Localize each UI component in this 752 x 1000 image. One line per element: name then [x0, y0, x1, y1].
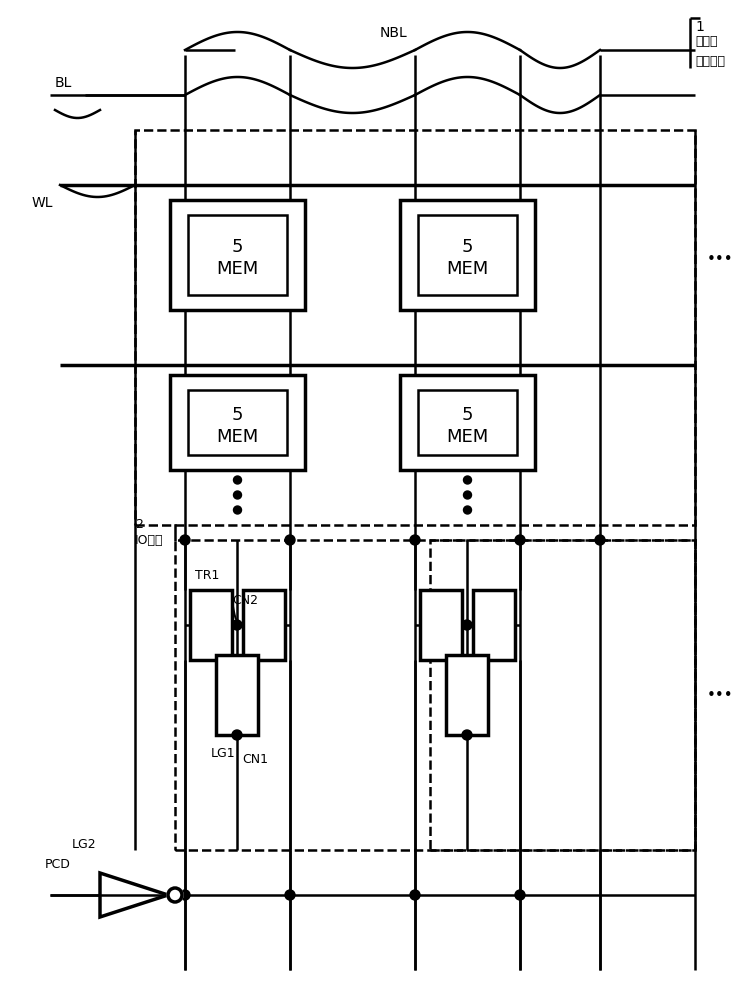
Text: CN1: CN1: [242, 753, 268, 766]
Bar: [175, 540, 695, 850]
Circle shape: [515, 890, 525, 900]
Circle shape: [410, 535, 420, 545]
Text: IO模块: IO模块: [135, 534, 163, 546]
Circle shape: [462, 620, 472, 630]
Text: WL: WL: [32, 196, 53, 210]
Circle shape: [234, 476, 241, 484]
Text: PCD: PCD: [45, 858, 71, 871]
Circle shape: [285, 890, 295, 900]
Text: 存储器: 存储器: [695, 35, 717, 48]
Circle shape: [463, 491, 472, 499]
Text: TR1: TR1: [195, 569, 220, 582]
Circle shape: [410, 890, 420, 900]
Circle shape: [463, 506, 472, 514]
Text: MEM: MEM: [447, 260, 489, 278]
Circle shape: [234, 506, 241, 514]
Text: 5: 5: [462, 406, 473, 424]
Circle shape: [463, 476, 472, 484]
Bar: [473, 590, 515, 660]
Bar: [446, 655, 488, 735]
Circle shape: [180, 535, 190, 545]
Bar: [430, 540, 695, 850]
Bar: [400, 375, 535, 470]
Text: 2: 2: [135, 518, 143, 532]
Text: 5: 5: [232, 406, 243, 424]
Text: CN2: CN2: [232, 593, 258, 606]
Bar: [190, 590, 232, 660]
Bar: [188, 390, 287, 455]
Bar: [135, 130, 695, 525]
Bar: [170, 200, 305, 310]
Circle shape: [232, 730, 242, 740]
Bar: [420, 590, 462, 660]
Text: 5: 5: [232, 238, 243, 256]
Circle shape: [234, 491, 241, 499]
Text: MEM: MEM: [217, 260, 259, 278]
Text: BL: BL: [55, 76, 72, 90]
Text: 1: 1: [695, 20, 704, 34]
Bar: [216, 655, 258, 735]
Text: •••: •••: [707, 688, 733, 702]
Circle shape: [180, 890, 190, 900]
Circle shape: [462, 730, 472, 740]
Circle shape: [285, 535, 295, 545]
Bar: [418, 390, 517, 455]
Bar: [188, 215, 287, 295]
Bar: [418, 215, 517, 295]
Text: MEM: MEM: [447, 428, 489, 446]
Bar: [400, 200, 535, 310]
Text: LG2: LG2: [72, 838, 96, 852]
Circle shape: [595, 535, 605, 545]
Circle shape: [515, 535, 525, 545]
Bar: [243, 590, 285, 660]
Bar: [170, 375, 305, 470]
Text: MEM: MEM: [217, 428, 259, 446]
Text: 5: 5: [462, 238, 473, 256]
Circle shape: [232, 620, 242, 630]
Text: •••: •••: [707, 252, 733, 267]
Circle shape: [168, 888, 182, 902]
Text: 阵列模块: 阵列模块: [695, 55, 725, 68]
Text: NBL: NBL: [380, 26, 408, 40]
Text: LG1: LG1: [211, 747, 235, 760]
